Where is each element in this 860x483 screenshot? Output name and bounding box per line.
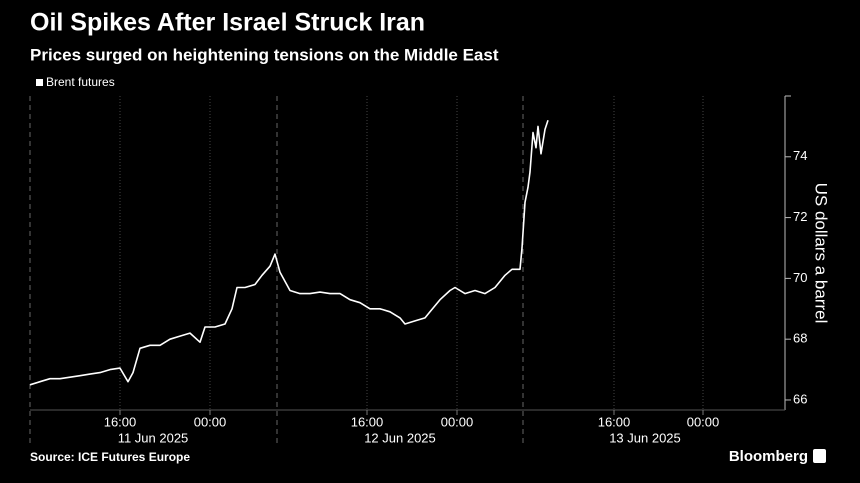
x-tick-label: 00:00 — [687, 414, 720, 429]
legend-swatch — [36, 79, 43, 86]
x-tick-label: 16:00 — [598, 414, 631, 429]
chart-title: Oil Spikes After Israel Struck Iran — [30, 9, 425, 37]
y-tick-label: 68 — [793, 331, 807, 346]
y-tick-label: 70 — [793, 270, 807, 285]
x-group-label: 11 Jun 2025 — [118, 430, 189, 445]
series-line — [29, 120, 549, 386]
source: Source: ICE Futures Europe — [30, 450, 190, 464]
y-tick-label: 74 — [793, 148, 807, 163]
x-group-label: 13 Jun 2025 — [609, 430, 681, 445]
x-group-label: 12 Jun 2025 — [364, 430, 436, 445]
legend-label: Brent futures — [46, 75, 115, 89]
x-tick-label: 00:00 — [441, 414, 474, 429]
brand-icon — [813, 449, 826, 463]
x-tick-label: 00:00 — [194, 414, 227, 429]
chart-subtitle: Prices surged on heightening tensions on… — [30, 45, 499, 64]
y-tick-label: 72 — [793, 209, 807, 224]
x-tick-label: 16:00 — [104, 414, 137, 429]
y-tick-label: 66 — [793, 391, 807, 406]
brand: Bloomberg — [729, 448, 808, 465]
y-axis-label: US dollars a barrel — [812, 183, 831, 324]
x-tick-label: 16:00 — [351, 414, 384, 429]
